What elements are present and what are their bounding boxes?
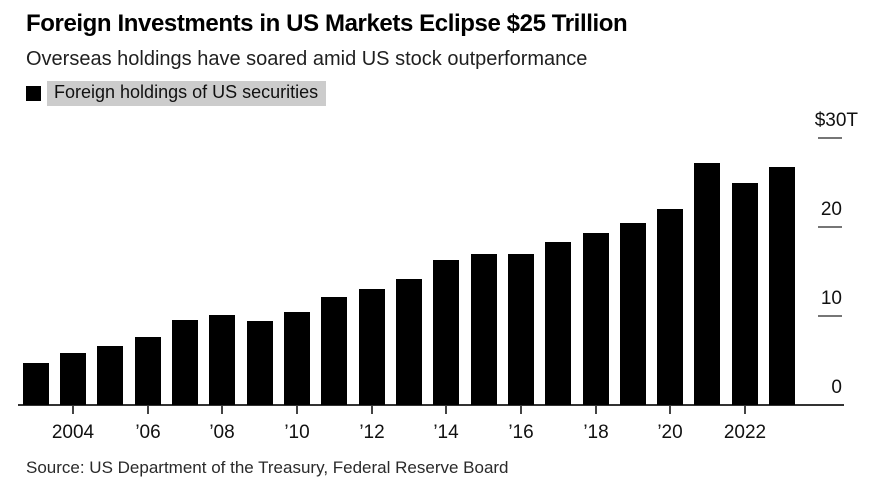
bar-2022 xyxy=(732,183,758,405)
bar-2005 xyxy=(97,346,123,405)
x-tick-label-2014: ’14 xyxy=(433,422,459,443)
legend: Foreign holdings of US securities xyxy=(26,81,327,106)
bar-2016 xyxy=(508,254,534,405)
x-tick-2018 xyxy=(595,406,597,414)
source-line: Source: US Department of the Treasury, F… xyxy=(26,458,509,477)
y-tick-label-10: 10 xyxy=(820,288,842,309)
bar-2006 xyxy=(135,337,161,405)
x-tick-label-2022: 2022 xyxy=(723,422,767,443)
x-tick-label-2016: ’16 xyxy=(508,422,534,443)
chart-subtitle: Overseas holdings have soared amid US st… xyxy=(26,48,588,70)
bar-2009 xyxy=(247,321,273,405)
bar-2023 xyxy=(769,167,795,405)
bar-2003 xyxy=(23,363,49,405)
x-tick-2014 xyxy=(445,406,447,414)
legend-swatch-icon xyxy=(26,86,41,101)
y-tick-20 xyxy=(818,226,842,228)
x-tick-2016 xyxy=(520,406,522,414)
x-tick-2004 xyxy=(72,406,74,414)
y-tick-30 xyxy=(818,137,842,139)
x-tick-label-2020: ’20 xyxy=(657,422,683,443)
bar-2018 xyxy=(583,233,609,405)
x-tick-label-2004: 2004 xyxy=(51,422,95,443)
x-tick-2022 xyxy=(744,406,746,414)
x-tick-2006 xyxy=(147,406,149,414)
bar-2015 xyxy=(471,254,497,405)
bar-2011 xyxy=(321,297,347,405)
x-tick-label-2018: ’18 xyxy=(583,422,609,443)
x-tick-2012 xyxy=(371,406,373,414)
bar-2007 xyxy=(172,320,198,405)
bar-2013 xyxy=(396,279,422,405)
bar-2008 xyxy=(209,315,235,405)
chart-title: Foreign Investments in US Markets Eclips… xyxy=(26,10,628,37)
x-tick-label-2010: ’10 xyxy=(284,422,310,443)
bar-2019 xyxy=(620,223,646,405)
bar-2021 xyxy=(694,163,720,405)
x-tick-2008 xyxy=(221,406,223,414)
x-tick-2020 xyxy=(669,406,671,414)
x-tick-label-2006: ’06 xyxy=(135,422,161,443)
bar-2014 xyxy=(433,260,459,405)
legend-label: Foreign holdings of US securities xyxy=(47,81,327,106)
bar-2010 xyxy=(284,312,310,405)
x-tick-label-2012: ’12 xyxy=(359,422,385,443)
y-tick-label-30: $30T xyxy=(814,110,858,131)
x-tick-2010 xyxy=(296,406,298,414)
y-tick-label-20: 20 xyxy=(820,199,842,220)
x-tick-label-2008: ’08 xyxy=(209,422,235,443)
y-tick-label-0: 0 xyxy=(831,377,842,398)
x-axis-line xyxy=(18,404,844,406)
y-tick-10 xyxy=(818,315,842,317)
bar-2004 xyxy=(60,353,86,405)
bar-2017 xyxy=(545,242,571,405)
bar-2020 xyxy=(657,209,683,405)
bar-2012 xyxy=(359,289,385,405)
